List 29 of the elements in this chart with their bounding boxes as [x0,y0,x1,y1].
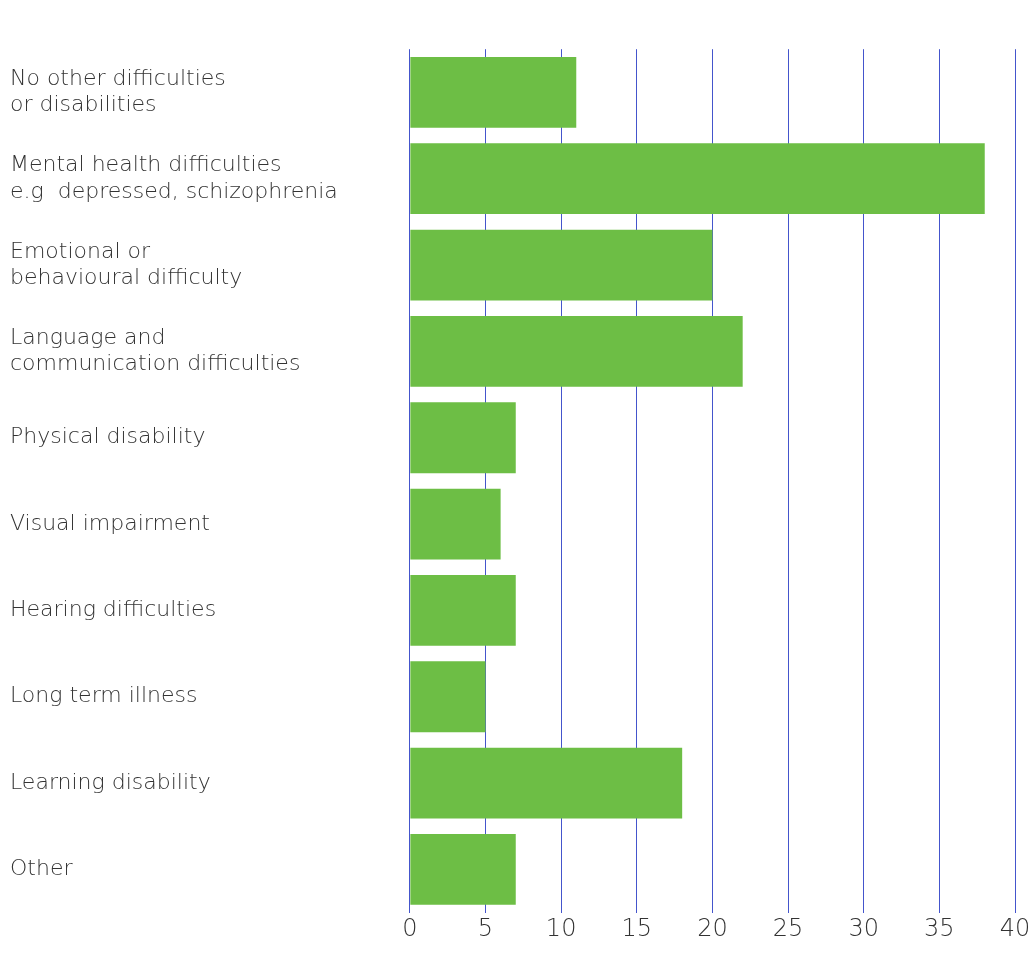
y-tick-label: Physical disability [10,423,206,449]
y-tick-label: Language and communication difficulties [10,323,301,376]
x-tick-label: 30 [848,914,879,943]
x-tick-label: 20 [697,914,728,943]
x-tick-label: 15 [621,914,653,943]
bar [410,56,577,128]
bar [410,747,683,819]
bar [410,834,516,905]
bar [410,488,501,560]
y-tick-label: Mental health difficulties e.g depressed, schizophrenia [10,151,338,203]
y-tick-label: Long term illness [10,682,198,708]
x-tick-label: 25 [772,914,804,943]
x-tick-label: 5 [477,914,494,943]
x-tick-label: 35 [924,914,955,943]
bar [410,229,713,301]
bar [410,575,516,646]
bar [410,315,743,387]
bar [410,402,516,474]
bar [410,661,486,733]
y-tick-label: Hearing difficulties [10,596,217,622]
x-tick-label: 10 [545,914,577,943]
y-tick-label: Learning disability [10,768,211,794]
y-tick-label: Emotional or behavioural difficulty [10,237,243,289]
y-tick-label: No other difficulties or disabilities [10,64,226,117]
x-tick-label: 40 [999,914,1031,943]
x-tick-label: 0 [402,914,418,943]
bar [410,143,985,215]
y-tick-label: Other [10,855,74,881]
y-tick-label: Visual impairment [10,509,210,535]
